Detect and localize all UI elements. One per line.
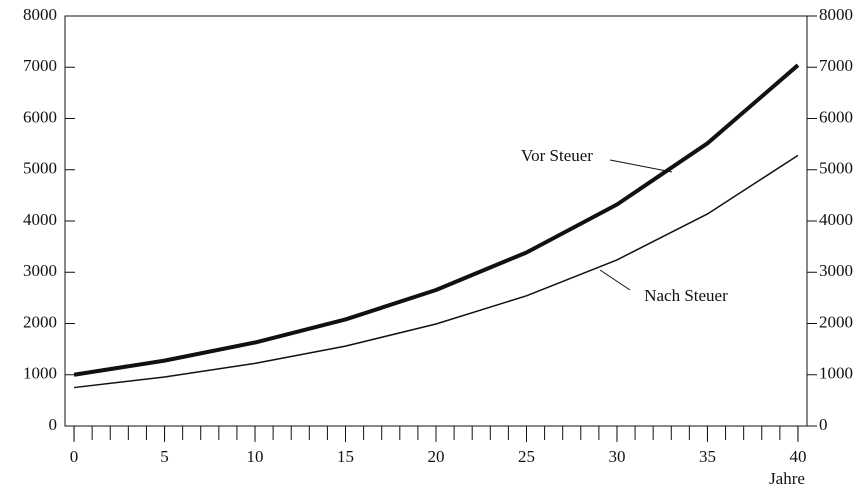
plot-frame [64,15,808,427]
x-tick-label: 0 [70,447,79,466]
x-tick-label: 35 [699,447,716,466]
leader-line [609,159,673,173]
line-series [73,63,800,377]
y2-tick-label: 5000 [819,159,853,178]
y2-tick-label: 8000 [819,5,853,24]
y-tick-label: 7000 [23,56,57,75]
x-tick-label: 20 [428,447,445,466]
y-tick-label: 1000 [23,364,57,383]
y-tick-label: 3000 [23,261,57,280]
y2-tick-label: 4000 [819,210,853,229]
y2-tick-label: 2000 [819,312,853,331]
y-tick-label: 4000 [23,210,57,229]
y-tick-label: 5000 [23,159,57,178]
x-tick-label: 40 [789,447,806,466]
line-series [73,154,799,389]
y2-tick-label: 0 [819,415,828,434]
series-label: Vor Steuer [521,146,593,165]
x-tick-label: 15 [337,447,354,466]
y2-tick-label: 7000 [819,56,853,75]
y-tick-label: 0 [49,415,58,434]
y-tick-label: 6000 [23,107,57,126]
y-tick-label: 8000 [23,5,57,24]
y-tick-label: 2000 [23,312,57,331]
y2-tick-label: 3000 [819,261,853,280]
y2-tick-label: 1000 [819,364,853,383]
x-tick-label: 10 [247,447,264,466]
y2-tick-label: 6000 [819,107,853,126]
series-label: Nach Steuer [644,286,728,305]
x-axis-label: Jahre [769,469,805,488]
x-tick-label: 25 [518,447,535,466]
leader-line [599,269,631,291]
x-tick-label: 30 [608,447,625,466]
x-tick-label: 5 [160,447,169,466]
